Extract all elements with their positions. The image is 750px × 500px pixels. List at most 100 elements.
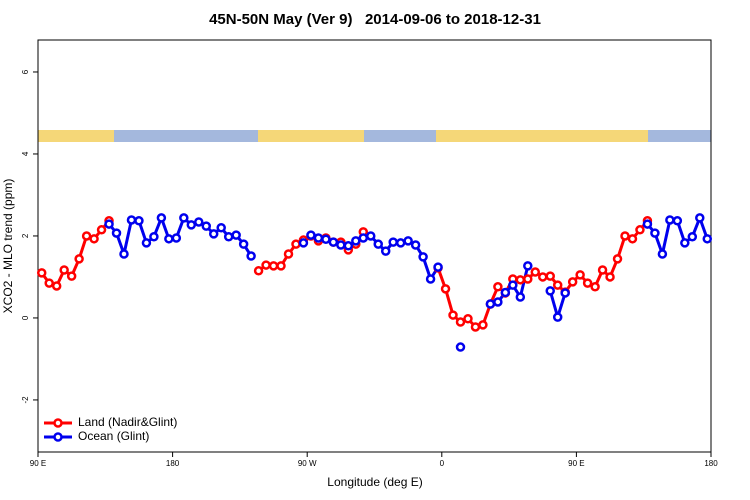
y-axis-label: XCO2 - MLO trend (ppm) bbox=[1, 179, 15, 314]
data-point bbox=[276, 261, 286, 271]
data-point bbox=[336, 240, 346, 250]
data-point bbox=[485, 299, 496, 309]
data-point bbox=[403, 236, 413, 246]
data-point bbox=[538, 272, 548, 282]
data-point bbox=[620, 231, 630, 241]
data-point bbox=[171, 233, 182, 243]
data-point bbox=[552, 280, 563, 290]
data-point bbox=[119, 249, 129, 259]
data-point bbox=[291, 239, 301, 249]
data-point bbox=[89, 234, 99, 244]
data-point bbox=[515, 275, 526, 285]
data-point bbox=[665, 215, 675, 225]
data-point bbox=[313, 233, 324, 243]
data-point bbox=[111, 228, 122, 238]
plot-frame bbox=[37, 39, 712, 453]
data-point bbox=[246, 251, 256, 261]
data-point bbox=[306, 230, 316, 240]
data-point bbox=[455, 342, 466, 352]
y-tick-label: 0 bbox=[21, 315, 30, 320]
legend-marker bbox=[53, 432, 63, 442]
data-point bbox=[321, 234, 331, 244]
data-point bbox=[425, 274, 436, 284]
data-point bbox=[208, 229, 219, 239]
data-point bbox=[672, 216, 683, 226]
data-point bbox=[149, 232, 159, 242]
data-point bbox=[493, 282, 503, 292]
data-point bbox=[51, 281, 62, 291]
data-point bbox=[141, 238, 152, 248]
data-point bbox=[650, 228, 660, 238]
data-point bbox=[590, 282, 600, 292]
data-point bbox=[268, 261, 279, 271]
data-point bbox=[164, 234, 174, 244]
data-point bbox=[552, 312, 563, 322]
data-point bbox=[500, 287, 511, 298]
data-point bbox=[380, 246, 391, 256]
series-line bbox=[107, 216, 709, 319]
x-tick-label: 90 E bbox=[568, 459, 584, 468]
x-tick-label: 180 bbox=[166, 459, 180, 468]
chart-title: 45N-50N May (Ver 9) 2014-09-06 to 2018-1… bbox=[209, 11, 541, 28]
land-band bbox=[258, 130, 364, 142]
data-point bbox=[388, 237, 398, 247]
y-tick-label: -2 bbox=[21, 396, 30, 404]
land-band bbox=[38, 130, 114, 142]
data-point bbox=[687, 232, 698, 242]
data-point bbox=[702, 234, 713, 244]
data-point bbox=[104, 219, 114, 229]
data-point bbox=[418, 252, 428, 262]
legend-marker bbox=[53, 418, 63, 428]
data-point bbox=[126, 215, 137, 225]
data-point bbox=[523, 274, 533, 284]
data-point bbox=[328, 237, 339, 247]
data-point bbox=[351, 236, 361, 246]
legend: Land (Nadir&Glint)Ocean (Glint) bbox=[44, 415, 177, 443]
x-tick-label: 0 bbox=[440, 459, 445, 468]
data-point bbox=[238, 239, 249, 249]
data-point bbox=[597, 265, 608, 275]
data-point bbox=[410, 240, 421, 250]
x-tick-label: 90 E bbox=[30, 459, 46, 468]
data-point bbox=[395, 238, 406, 248]
data-point bbox=[44, 278, 54, 288]
data-point bbox=[66, 271, 77, 281]
data-point bbox=[478, 320, 488, 330]
x-tick-label: 90 W bbox=[298, 459, 317, 468]
data-point bbox=[96, 225, 107, 235]
data-point bbox=[59, 265, 69, 275]
data-point bbox=[545, 286, 555, 296]
data-point bbox=[448, 310, 458, 320]
data-point bbox=[253, 266, 264, 276]
data-point bbox=[81, 231, 92, 241]
data-point bbox=[680, 238, 690, 248]
data-point bbox=[612, 254, 623, 264]
data-point bbox=[560, 288, 570, 298]
x-tick-label: 180 bbox=[704, 459, 718, 468]
data-point bbox=[216, 223, 226, 233]
data-point bbox=[186, 220, 197, 230]
data-point bbox=[261, 260, 271, 270]
data-point bbox=[463, 314, 473, 324]
data-point bbox=[642, 219, 653, 229]
data-point bbox=[582, 278, 593, 288]
data-point bbox=[515, 292, 526, 302]
data-point bbox=[36, 268, 47, 278]
data-point bbox=[567, 277, 578, 287]
data-point bbox=[605, 272, 615, 282]
data-point bbox=[74, 254, 84, 264]
data-point bbox=[530, 267, 541, 277]
data-point bbox=[179, 213, 189, 223]
data-point bbox=[635, 225, 645, 235]
land-band bbox=[436, 130, 648, 142]
data-point bbox=[470, 322, 481, 332]
legend-label: Land (Nadir&Glint) bbox=[78, 415, 177, 429]
data-point bbox=[508, 280, 518, 290]
map-strip bbox=[38, 130, 711, 142]
legend-label: Ocean (Glint) bbox=[78, 429, 149, 443]
data-point bbox=[455, 317, 466, 327]
data-point bbox=[695, 213, 705, 223]
x-axis-label: Longitude (deg E) bbox=[327, 475, 422, 489]
data-point bbox=[366, 231, 376, 241]
